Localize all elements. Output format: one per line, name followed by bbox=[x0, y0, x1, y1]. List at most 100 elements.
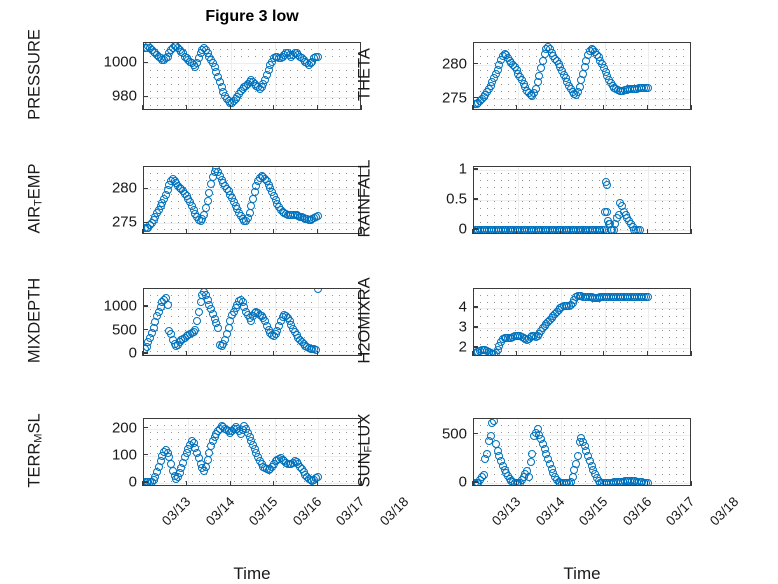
data-point bbox=[526, 457, 535, 466]
x-tick-label: 03/15 bbox=[246, 494, 281, 529]
data-point bbox=[311, 345, 320, 354]
gridline-vertical bbox=[231, 43, 233, 109]
gridline-vertical bbox=[604, 167, 606, 233]
y-tick-label: 0 bbox=[128, 344, 137, 362]
data-point bbox=[643, 478, 652, 485]
y-tick-label: 2 bbox=[458, 338, 467, 356]
y-tick-label: 500 bbox=[111, 321, 137, 339]
axes-pressure bbox=[143, 42, 361, 110]
x-tick bbox=[559, 481, 561, 486]
gridline-horizontal bbox=[144, 330, 360, 332]
gridline-vertical bbox=[274, 419, 276, 485]
axes-rainfall bbox=[473, 166, 691, 234]
data-point bbox=[203, 197, 212, 205]
x-tick-label: 03/13 bbox=[488, 494, 524, 529]
y-tick-label: 0 bbox=[128, 473, 137, 491]
y-tick-label: 275 bbox=[441, 89, 467, 107]
data-point bbox=[163, 300, 172, 309]
y-tick-label: 100 bbox=[111, 446, 137, 464]
y-tick bbox=[473, 198, 478, 200]
x-tick bbox=[273, 229, 275, 234]
x-tick bbox=[646, 105, 649, 110]
x-tick bbox=[229, 351, 231, 356]
data-point bbox=[643, 293, 652, 301]
axes-terr-msl bbox=[143, 418, 361, 486]
x-tick bbox=[472, 481, 474, 486]
y-tick-label: 280 bbox=[441, 55, 467, 73]
y-tick-label: 200 bbox=[111, 419, 137, 437]
gridline-vertical bbox=[561, 289, 563, 355]
x-tick bbox=[316, 481, 319, 486]
y-tick bbox=[473, 432, 478, 435]
gridline-horizontal bbox=[144, 482, 360, 484]
data-point bbox=[191, 325, 200, 334]
y-tick-label: 0 bbox=[458, 473, 467, 491]
data-point bbox=[483, 449, 492, 458]
y-tick bbox=[143, 481, 148, 483]
data-point bbox=[643, 83, 652, 92]
gridline-vertical bbox=[604, 289, 606, 355]
x-tick bbox=[142, 229, 144, 234]
gridline-horizontal bbox=[474, 200, 690, 202]
gridline-vertical bbox=[517, 167, 519, 233]
data-point bbox=[524, 473, 533, 482]
x-tick bbox=[273, 105, 275, 110]
x-tick bbox=[603, 481, 605, 486]
x-tick bbox=[360, 351, 362, 356]
y-tick bbox=[473, 228, 478, 230]
x-tick-label: 03/14 bbox=[202, 494, 237, 529]
data-point bbox=[193, 317, 202, 326]
data-point bbox=[572, 459, 581, 468]
data-point bbox=[535, 71, 544, 80]
x-tick bbox=[229, 105, 231, 110]
y-tick bbox=[143, 187, 148, 190]
gridline-vertical bbox=[187, 289, 189, 355]
axes-h2omixra bbox=[473, 288, 691, 356]
gridline-horizontal bbox=[144, 306, 360, 308]
data-point bbox=[490, 419, 499, 425]
figure-title: Figure 3 low bbox=[205, 8, 299, 25]
data-point bbox=[568, 473, 577, 482]
x-tick-label: 03/17 bbox=[663, 494, 698, 529]
y-tick bbox=[143, 305, 148, 307]
y-tick-label: 0 bbox=[458, 220, 467, 238]
data-point bbox=[528, 449, 537, 458]
gridline-vertical bbox=[517, 289, 519, 355]
data-point bbox=[249, 194, 257, 203]
gridline-vertical bbox=[604, 419, 606, 485]
gridline-horizontal bbox=[144, 455, 360, 457]
y-axis-label-text: TERRMSL bbox=[25, 413, 45, 488]
gridline-vertical bbox=[318, 167, 320, 233]
x-tick bbox=[273, 351, 275, 356]
y-tick-label: 0.5 bbox=[446, 190, 467, 208]
y-axis-label-sun-flux: SUNFLUX bbox=[356, 376, 375, 526]
x-tick bbox=[229, 229, 231, 234]
y-axis-label-text: AIRTEMP bbox=[25, 163, 45, 234]
x-tick bbox=[185, 481, 188, 486]
x-tick bbox=[515, 229, 518, 234]
x-tick bbox=[515, 481, 518, 486]
axes-theta bbox=[473, 42, 691, 110]
data-point bbox=[573, 451, 582, 460]
gridline-vertical bbox=[318, 289, 320, 355]
gridline-horizontal bbox=[474, 348, 690, 349]
data-point bbox=[313, 473, 322, 482]
x-tick-label: 03/18 bbox=[376, 494, 412, 529]
y-axis-label-terr-msl: TERRMSL bbox=[26, 376, 45, 526]
x-tick-label: 03/13 bbox=[158, 494, 194, 529]
gridline-vertical bbox=[274, 289, 276, 355]
gridline-vertical bbox=[648, 43, 650, 109]
gridline-vertical bbox=[187, 43, 189, 109]
y-tick bbox=[473, 346, 478, 348]
x-axis-label: Time bbox=[563, 564, 601, 583]
y-tick bbox=[143, 352, 148, 354]
x-tick bbox=[690, 105, 692, 110]
x-tick bbox=[646, 351, 649, 356]
y-tick bbox=[473, 63, 478, 65]
data-point bbox=[313, 289, 322, 293]
y-tick-label: 280 bbox=[111, 179, 137, 197]
y-tick bbox=[143, 454, 148, 456]
x-tick bbox=[603, 351, 605, 356]
gridline-vertical bbox=[648, 419, 650, 485]
